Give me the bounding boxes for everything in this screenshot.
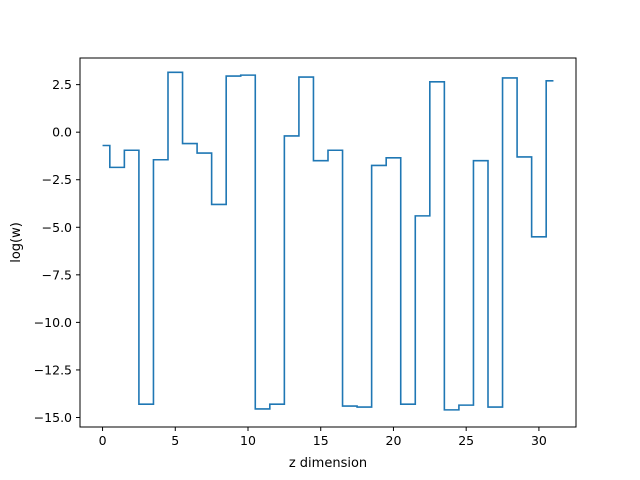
x-tick-label: 0 [99, 433, 107, 448]
series-line-0 [102, 71, 554, 411]
x-tick-label: 5 [171, 433, 179, 448]
y-tick-label: −10.0 [34, 315, 72, 330]
y-tick-label: −7.5 [42, 267, 72, 282]
y-tick-label: 2.5 [52, 77, 72, 92]
y-tick-label: −15.0 [34, 410, 72, 425]
series-layer [102, 71, 554, 411]
x-tick-label: 10 [240, 433, 256, 448]
y-tick-label: −2.5 [42, 172, 72, 187]
x-axis-label: z dimension [289, 456, 367, 471]
x-axis-ticks: 0 5 10 15 20 25 30 [99, 427, 547, 448]
y-tick-label: −12.5 [34, 362, 72, 377]
plot-frame [79, 57, 577, 428]
x-tick-label: 30 [531, 433, 547, 448]
y-tick-label: 0.0 [52, 125, 72, 140]
x-tick-label: 20 [386, 433, 402, 448]
y-axis-label: log(w) [9, 222, 24, 263]
y-axis-ticks: 2.5 0.0 −2.5 −5.0 −7.5 −10.0 −12.5 −15.0 [34, 77, 80, 425]
y-tick-label: −5.0 [42, 220, 72, 235]
x-tick-label: 25 [458, 433, 474, 448]
x-tick-label: 15 [313, 433, 329, 448]
